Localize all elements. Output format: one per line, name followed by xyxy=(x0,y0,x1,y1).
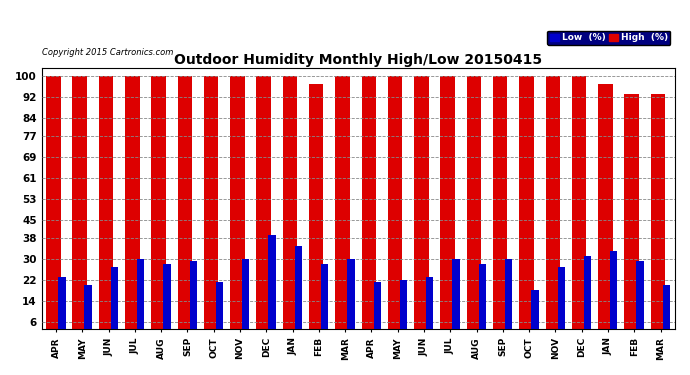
Bar xyxy=(584,256,591,338)
Bar xyxy=(479,264,486,338)
Bar xyxy=(373,282,381,338)
Bar xyxy=(283,76,297,338)
Bar xyxy=(110,267,118,338)
Bar xyxy=(505,259,512,338)
Bar xyxy=(453,259,460,338)
Bar xyxy=(624,94,639,338)
Legend: Low  (%), High  (%): Low (%), High (%) xyxy=(547,31,671,45)
Bar xyxy=(520,76,534,338)
Bar xyxy=(651,94,665,338)
Bar xyxy=(558,267,565,338)
Bar xyxy=(662,285,670,338)
Title: Outdoor Humidity Monthly High/Low 20150415: Outdoor Humidity Monthly High/Low 201504… xyxy=(175,53,542,67)
Bar xyxy=(362,76,376,338)
Bar xyxy=(610,251,618,338)
Bar xyxy=(598,84,613,338)
Bar xyxy=(268,236,276,338)
Bar xyxy=(177,76,192,338)
Bar xyxy=(426,277,433,338)
Bar xyxy=(414,76,428,338)
Bar xyxy=(388,76,402,338)
Bar xyxy=(440,76,455,338)
Bar xyxy=(531,290,539,338)
Bar xyxy=(335,76,350,338)
Bar xyxy=(99,76,113,338)
Bar xyxy=(230,76,245,338)
Bar xyxy=(546,76,560,338)
Bar xyxy=(493,76,507,338)
Bar xyxy=(204,76,218,338)
Bar xyxy=(466,76,481,338)
Bar xyxy=(125,76,139,338)
Text: Copyright 2015 Cartronics.com: Copyright 2015 Cartronics.com xyxy=(41,48,173,57)
Bar xyxy=(84,285,92,338)
Bar xyxy=(164,264,170,338)
Bar xyxy=(58,277,66,338)
Bar xyxy=(295,246,302,338)
Bar xyxy=(572,76,586,338)
Bar xyxy=(257,76,271,338)
Bar xyxy=(309,84,324,338)
Bar xyxy=(216,282,224,338)
Bar xyxy=(347,259,355,338)
Bar xyxy=(636,261,644,338)
Bar xyxy=(46,76,61,338)
Bar xyxy=(400,280,407,338)
Bar xyxy=(72,76,87,338)
Bar xyxy=(190,261,197,338)
Bar xyxy=(242,259,250,338)
Bar xyxy=(151,76,166,338)
Bar xyxy=(137,259,144,338)
Bar xyxy=(321,264,328,338)
